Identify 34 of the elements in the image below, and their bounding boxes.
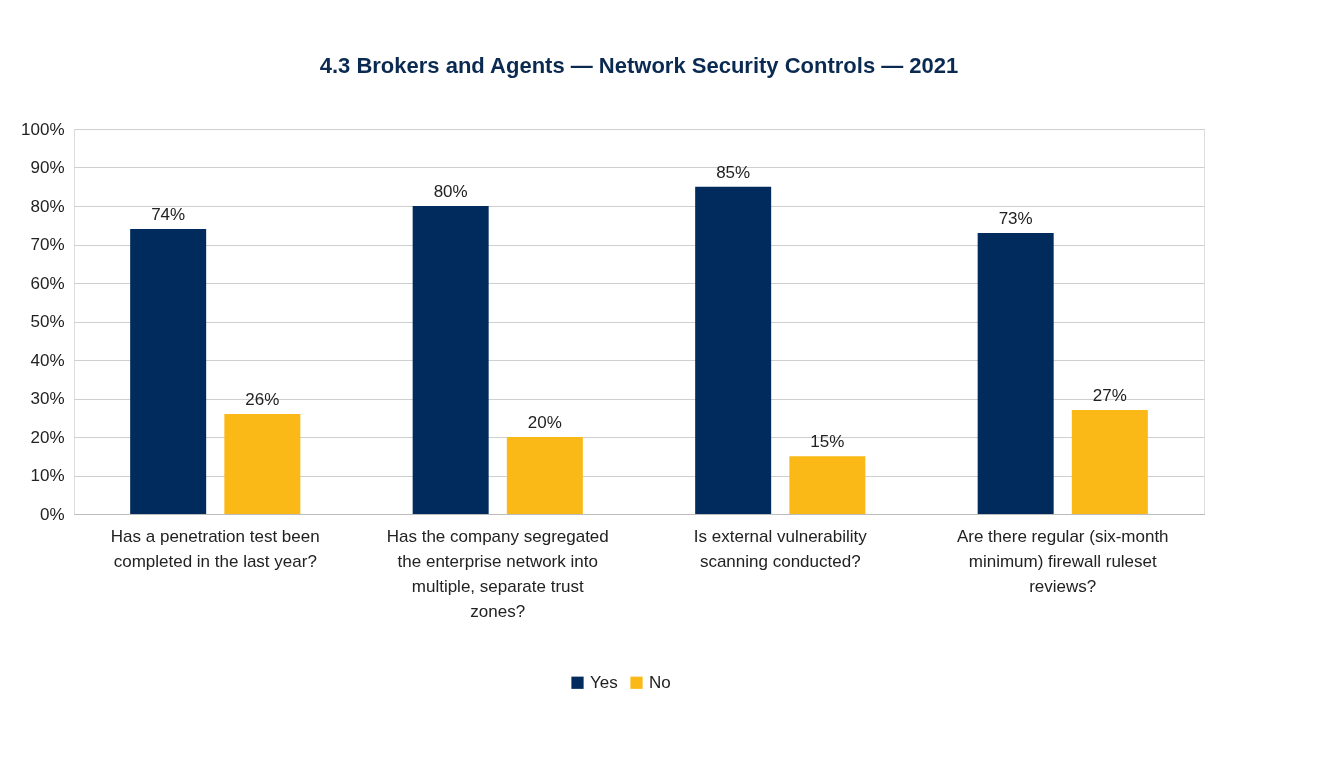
text: 27%	[1092, 386, 1127, 406]
y-tick-label: 60%	[30, 273, 65, 293]
text: 26%	[245, 389, 280, 409]
y-tick-label: 70%	[30, 235, 65, 254]
y-tick-label: 10%	[30, 466, 65, 485]
text: 73%	[998, 208, 1033, 228]
y-tick-label: 40%	[30, 350, 65, 370]
bar	[695, 186, 772, 514]
bar	[506, 437, 583, 514]
y-tick-label: 80%	[30, 196, 65, 216]
bar	[412, 206, 489, 514]
x-tick-label: Is external vulnerability scanning conducted?	[693, 526, 868, 571]
text: 74%	[151, 205, 186, 225]
bar	[977, 232, 1054, 514]
bar	[789, 456, 866, 514]
y-tick-label: 20%	[30, 427, 65, 447]
x-tick-label: Has the company segregated the enterprise network into multiple, separate trust zones?	[386, 526, 609, 621]
text: 85%	[716, 162, 751, 182]
y-tick-label: 100%	[21, 119, 65, 139]
y-tick-label: 0%	[39, 504, 65, 524]
bar	[130, 229, 207, 514]
bar	[224, 413, 301, 514]
y-tick-label: 30%	[30, 389, 65, 408]
text: 15%	[810, 432, 845, 452]
x-tick-label: Has a penetration test been completed in the last year?	[110, 526, 320, 571]
text: 20%	[527, 413, 562, 432]
chart-title: 4.3 Brokers and Agents — Network Security Controls — 2021	[319, 53, 959, 78]
text: 80%	[433, 182, 468, 201]
y-tick-label: 90%	[30, 158, 65, 177]
bar	[1071, 410, 1148, 514]
legend-label: No	[649, 672, 671, 692]
y-tick-label: 50%	[30, 312, 65, 331]
x-tick-label: Are there regular (six-month minimum) firewall ruleset reviews?	[956, 526, 1169, 596]
legend-label: Yes	[590, 672, 618, 692]
